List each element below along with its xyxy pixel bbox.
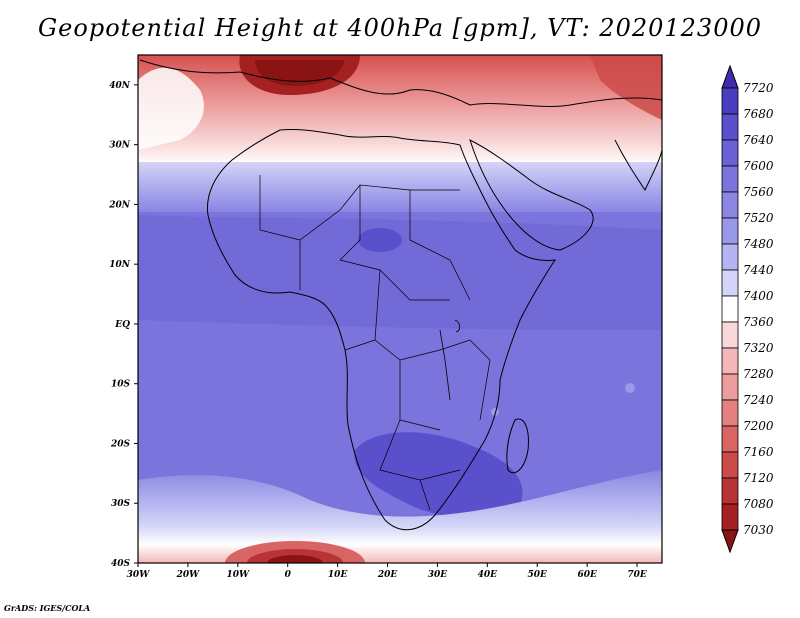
colorbar-top-arrow (721, 64, 739, 89)
colorbar-swatch (721, 243, 739, 271)
colorbar-swatch (721, 347, 739, 375)
colorbar-label: 7680 (743, 107, 774, 121)
colorbar-swatch (721, 373, 739, 401)
colorbar-label: 7520 (743, 211, 774, 225)
colorbar-swatch (721, 399, 739, 427)
colorbar-label: 7720 (743, 81, 774, 95)
x-tick-label: 50E (528, 570, 548, 580)
y-tick-label: 30N (109, 141, 131, 151)
colorbar-swatch (721, 503, 739, 531)
colorbar-swatch (721, 191, 739, 219)
colorbar-swatch (721, 451, 739, 479)
y-tick-label: 20N (108, 200, 131, 210)
x-tick-label: 10E (328, 570, 348, 580)
grads-credit: GrADS: IGES/COLA (4, 603, 91, 613)
colorbar-swatch (721, 269, 739, 297)
plot-frame (137, 54, 663, 564)
colorbar-label: 7600 (743, 159, 774, 173)
y-tick-label: 40N (109, 81, 131, 91)
country-borders (259, 175, 491, 511)
coastlines (139, 59, 662, 531)
colorbar-label: 7200 (743, 419, 774, 433)
colorbar-swatch (721, 217, 739, 245)
y-tick-label: EQ (114, 320, 130, 330)
y-tick-label: 10N (109, 260, 131, 270)
x-tick-label: 20W (176, 570, 201, 580)
colorbar-swatch (721, 113, 739, 141)
y-axis: 40N 30N 20N 10N EQ 10S 20S 30S 40S (108, 81, 138, 569)
x-tick-label: 30W (127, 570, 151, 580)
y-tick-label: 40S (111, 559, 131, 569)
map-title: Geopotential Height at 400hPa [gpm], VT:… (38, 14, 762, 42)
colorbar-swatch (721, 321, 739, 349)
colorbar-label: 7160 (743, 445, 774, 459)
colorbar-swatch (721, 165, 739, 193)
x-tick-label: 10W (226, 570, 250, 580)
colorbar-swatch (721, 425, 739, 453)
africa-outline (206, 129, 557, 531)
colorbar-bottom-arrow (721, 529, 739, 554)
colorbar-label: 7480 (743, 237, 774, 251)
height-field (138, 55, 662, 563)
x-tick-label: 70E (627, 570, 647, 580)
colorbar-swatch (721, 477, 739, 505)
colorbar-label: 7320 (743, 341, 774, 355)
colorbar-swatch (721, 139, 739, 167)
india-outline (614, 139, 662, 192)
colorbar: 7720 7680 7640 7600 7560 7520 7480 7440 7400 7360… (721, 64, 774, 554)
x-tick-label: 30E (428, 570, 448, 580)
x-tick-label: 0 (285, 570, 292, 580)
colorbar-label: 7400 (743, 289, 774, 303)
lakes (439, 319, 461, 401)
y-tick-label: 20S (110, 439, 131, 449)
x-axis: 30W 20W 10W 0 10E 20E 30E 40E 50E 60E 70E (127, 563, 647, 580)
arabia-outline (469, 139, 594, 251)
y-tick-label: 10S (111, 380, 131, 390)
colorbar-label: 7080 (743, 497, 774, 511)
x-tick-label: 60E (577, 570, 597, 580)
colorbar-label: 7560 (743, 185, 774, 199)
madagascar-outline (506, 418, 529, 474)
colorbar-label: 7240 (743, 393, 774, 407)
europe-coast (139, 59, 662, 107)
x-tick-label: 20E (377, 570, 398, 580)
colorbar-label: 7030 (743, 523, 774, 537)
colorbar-swatch (721, 87, 739, 115)
colorbar-swatch (721, 295, 739, 323)
x-tick-label: 40E (478, 570, 498, 580)
colorbar-label: 7440 (743, 263, 774, 277)
y-tick-label: 30S (111, 499, 131, 509)
colorbar-label: 7280 (743, 367, 774, 381)
colorbar-label: 7360 (743, 315, 774, 329)
colorbar-label: 7120 (743, 471, 774, 485)
colorbar-label: 7640 (743, 133, 774, 147)
